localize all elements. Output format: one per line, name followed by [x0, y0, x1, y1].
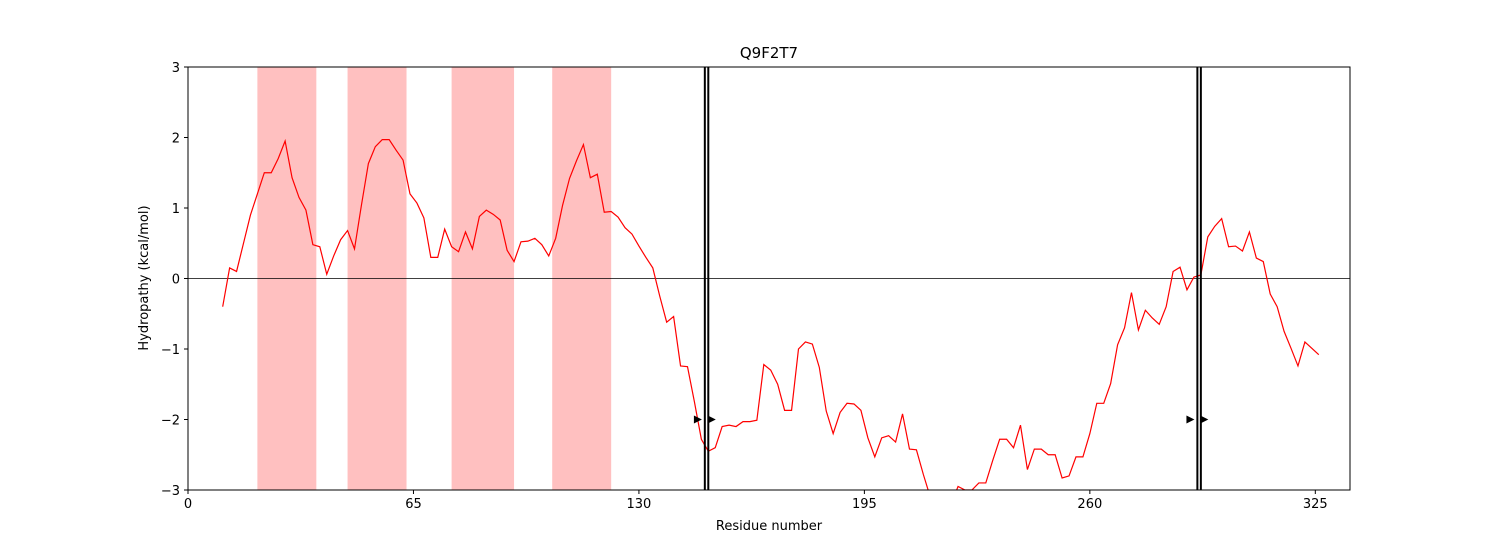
- x-tick-label: 65: [405, 497, 422, 512]
- y-tick-label: 3: [172, 61, 180, 76]
- x-tick-label: 325: [1303, 497, 1328, 512]
- plot-area: [188, 67, 1350, 490]
- x-axis-label: Residue number: [716, 519, 823, 534]
- x-tick-label: 260: [1077, 497, 1102, 512]
- y-tick-label: −1: [161, 343, 180, 358]
- chart-title: Q9F2T7: [740, 44, 798, 62]
- y-tick-label: 1: [172, 202, 180, 217]
- hydropathy-line: [222, 138, 1320, 490]
- arrow-marker: [707, 415, 716, 424]
- y-axis-label: Hydropathy (kcal/mol): [137, 205, 152, 350]
- x-tick-label: 195: [852, 497, 877, 512]
- arrow-marker: [1186, 415, 1195, 424]
- y-tick-label: −2: [161, 414, 180, 429]
- y-tick-label: 0: [172, 273, 180, 288]
- y-tick-label: 2: [172, 132, 180, 147]
- x-tick-label: 0: [184, 497, 192, 512]
- arrow-marker: [693, 415, 702, 424]
- arrow-marker: [1200, 415, 1209, 424]
- y-tick-label: −3: [161, 484, 180, 499]
- x-tick-label: 130: [627, 497, 652, 512]
